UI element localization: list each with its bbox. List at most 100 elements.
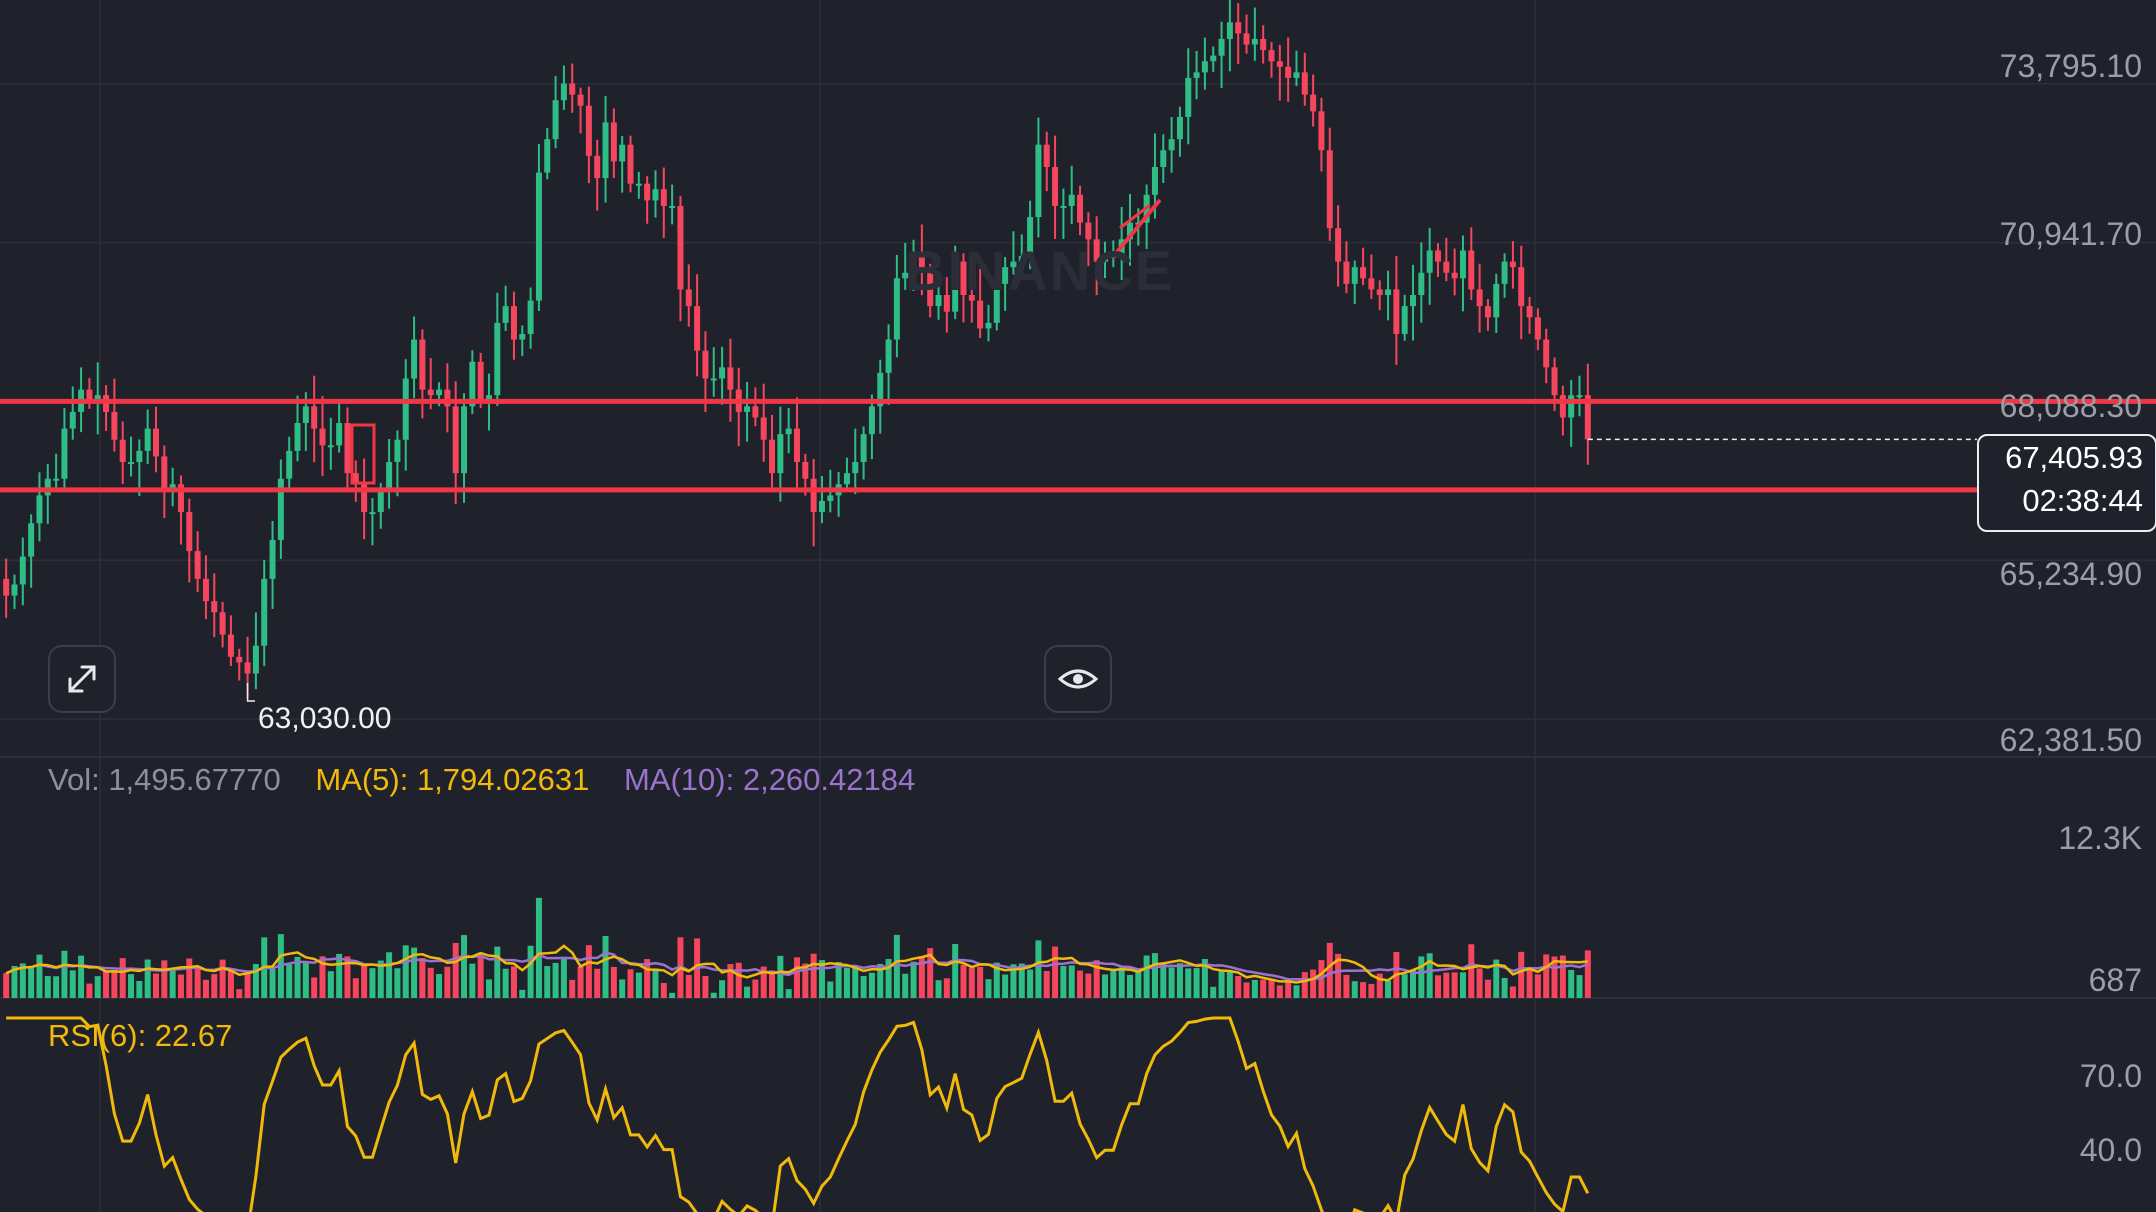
volume-bar (1484, 979, 1491, 998)
volume-bar (1126, 974, 1133, 998)
volume-bar (535, 897, 542, 998)
volume-bar (1160, 962, 1167, 998)
volume-bar (1077, 970, 1084, 998)
candle-body (161, 456, 168, 490)
volume-bar (644, 959, 651, 998)
volume-bar (619, 979, 626, 998)
candle-body (727, 367, 734, 390)
volume-bar (194, 968, 201, 998)
volume-bar (236, 989, 243, 998)
volume-bar (569, 979, 576, 998)
candle-body (1102, 256, 1109, 262)
volume-bar (1060, 965, 1067, 998)
candle-body (1459, 250, 1466, 279)
volume-bar (1526, 968, 1533, 998)
volume-bar (1368, 983, 1375, 998)
volume-bar (202, 979, 209, 998)
candle-body (1360, 267, 1367, 279)
candle-body (236, 656, 243, 663)
candle-body (1493, 283, 1500, 318)
volume-bar (352, 978, 359, 998)
volume-bar (1568, 969, 1575, 998)
candle-body (619, 144, 626, 162)
candle-body (1301, 72, 1308, 95)
volume-bar (452, 942, 459, 998)
candle-body (644, 183, 651, 201)
candle-body (1285, 66, 1292, 78)
volume-bar (685, 974, 692, 998)
volume-bar (411, 947, 418, 998)
volume-bar (94, 976, 101, 998)
candle-body (1335, 228, 1342, 262)
volume-bar (635, 972, 642, 998)
support-resistance-lines (0, 398, 2156, 493)
candle-body (1393, 289, 1400, 334)
price-tick-1: 73,795.10 (1999, 48, 2142, 84)
candle-body (818, 500, 825, 513)
volume-bar (119, 958, 126, 998)
volume-bar (727, 964, 734, 998)
volume-bar (1493, 959, 1500, 998)
volume-bar (794, 957, 800, 998)
volume-bar (519, 989, 526, 998)
volume-bar (1226, 970, 1233, 998)
volume-bar (1052, 946, 1059, 998)
expand-button[interactable] (48, 645, 116, 713)
candle-body (111, 411, 118, 440)
candle-body (1251, 38, 1258, 45)
volume-bar (935, 980, 942, 998)
candle-body (1027, 217, 1034, 257)
binance-watermark: BINANCE (905, 239, 1175, 302)
volume-bar (1326, 942, 1333, 998)
candle-body (1509, 261, 1516, 268)
candle-body (244, 662, 251, 674)
candle-body (319, 428, 326, 446)
candle-body (1576, 395, 1583, 398)
volume-bar (902, 973, 909, 998)
volume-bar (1335, 953, 1342, 998)
candle-body (1326, 150, 1333, 229)
candle-body (344, 423, 351, 474)
candle-body (744, 406, 751, 412)
volume-ma10-label: MA(10): 2,260.42184 (623, 762, 916, 797)
volume-bar (1301, 972, 1308, 998)
volume-bar (1318, 960, 1325, 998)
volume-bar (818, 960, 825, 998)
candle-body (11, 584, 18, 596)
price-tick-2: 70,941.70 (1999, 216, 2142, 252)
candle-body (1484, 306, 1491, 318)
candle-body (461, 406, 468, 474)
volume-bar (752, 979, 759, 998)
candle-body (1218, 38, 1225, 56)
candle-body (968, 295, 975, 301)
volume-bar (502, 968, 509, 998)
candle-body (519, 333, 526, 340)
candle-body (1210, 55, 1217, 62)
volume-bar (1518, 951, 1525, 998)
candle-body (1185, 77, 1192, 117)
candle-body (610, 122, 617, 162)
volume-bar (1276, 985, 1283, 998)
candle-body (177, 484, 184, 513)
volume-bar (128, 974, 135, 998)
candle-body (261, 578, 268, 646)
candle-body (977, 300, 984, 329)
volume-bar (943, 978, 950, 998)
candle-body (427, 389, 434, 396)
volume-bar (402, 945, 409, 998)
visibility-toggle-button[interactable] (1044, 645, 1112, 713)
rsi6-line (6, 1016, 1590, 1212)
candle-body (1368, 278, 1375, 290)
candle-body (710, 378, 717, 381)
volume-bar (1551, 956, 1558, 998)
volume-bar (1210, 986, 1217, 998)
candle-body (436, 389, 443, 396)
volume-bar (1501, 977, 1508, 998)
current-price-badge: 67,405.93 02:38:44 (1977, 434, 2156, 532)
candle-body (1260, 38, 1267, 51)
volume-bar (835, 962, 842, 998)
candle-body (885, 339, 892, 373)
volume-axis-top: 12.3K (2058, 820, 2142, 856)
